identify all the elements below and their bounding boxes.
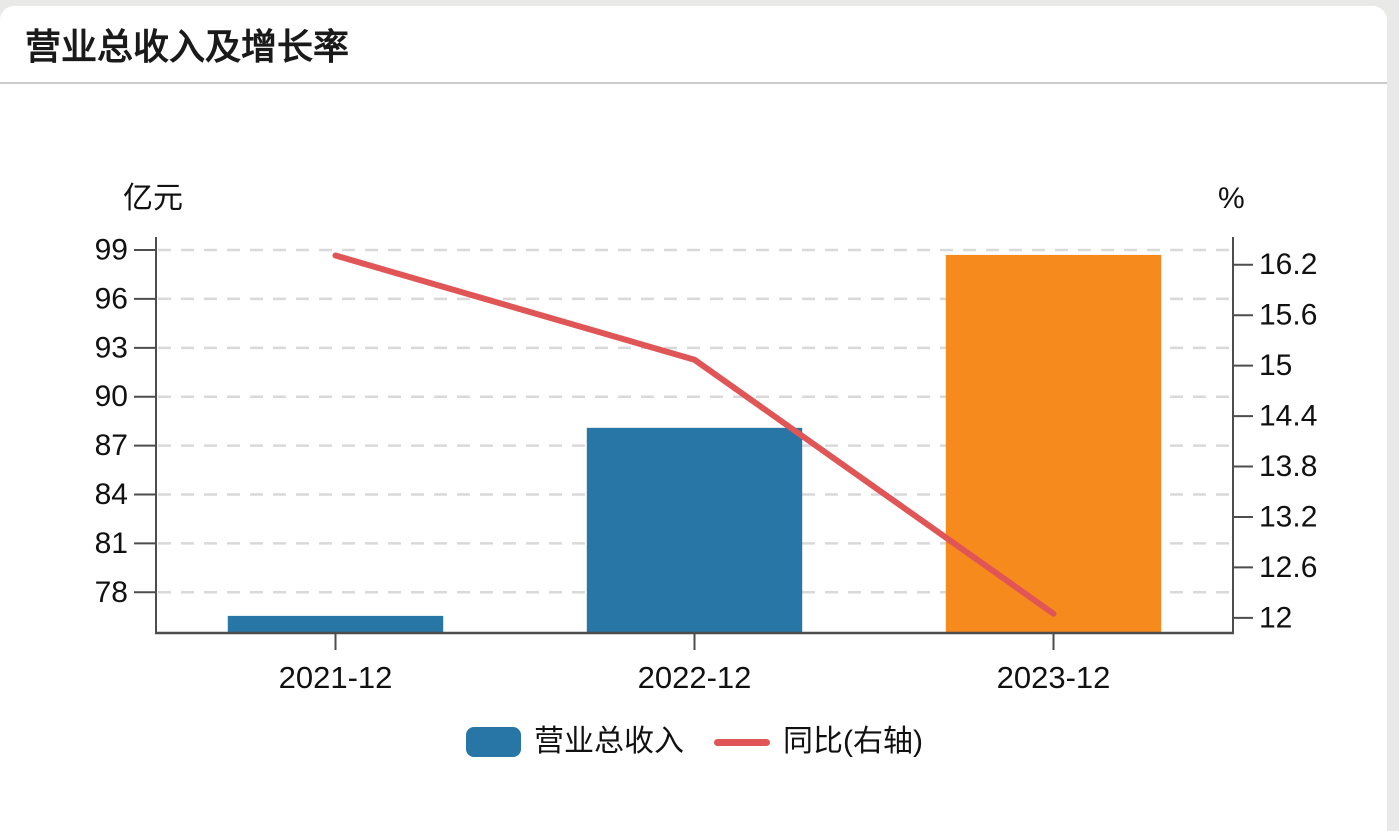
y-axis-left-tick-label: 96 [95,282,128,315]
y-axis-right-tick-label: 12.6 [1259,551,1317,584]
bar-2021-12[interactable] [227,615,444,633]
bar-2022-12[interactable] [586,427,803,633]
left-axis-unit-label: 亿元 [123,182,183,215]
y-axis-right-tick-label: 12 [1259,601,1292,634]
y-axis-right-tick-label: 13.8 [1259,450,1317,483]
legend-item-revenue[interactable]: 营业总收入 [466,724,684,760]
y-axis-right-tick-label: 16.2 [1259,248,1317,281]
card-header: 营业总收入及增长率 [0,6,1387,84]
y-axis-left-tick-label: 99 [95,234,128,267]
y-axis-right-tick-label: 13.2 [1259,500,1317,533]
bar-2023-12[interactable] [945,254,1162,634]
chart-legend: 营业总收入 同比(右轴) [156,724,1233,760]
y-axis-right-tick-label: 15 [1259,349,1292,382]
y-axis-right-tick-label: 15.6 [1259,299,1317,332]
y-axis-left-tick-label: 78 [95,576,128,609]
legend-label-revenue: 营业总收入 [534,725,684,758]
y-axis-left-tick-label: 87 [95,429,128,462]
legend-bar-swatch [466,727,521,757]
y-axis-right-tick-label: 14.4 [1259,400,1317,433]
x-axis-label-2023-12: 2023-12 [997,660,1111,695]
legend-line-swatch [714,738,770,746]
x-axis-label-2021-12: 2021-12 [279,660,393,695]
right-axis-unit-label: % [1218,182,1245,215]
y-axis-left-tick-label: 93 [95,331,128,364]
yoy-growth-line [332,252,1057,617]
y-axis-left-tick-label: 90 [95,380,128,413]
y-axis-left-tick-label: 84 [95,478,128,511]
y-axis-left-tick-label: 81 [95,527,128,560]
legend-item-yoy[interactable]: 同比(右轴) [714,724,923,760]
legend-label-yoy: 同比(右轴) [783,725,923,758]
x-axis-label-2022-12: 2022-12 [638,660,752,695]
chart-title: 营业总收入及增长率 [25,26,350,67]
